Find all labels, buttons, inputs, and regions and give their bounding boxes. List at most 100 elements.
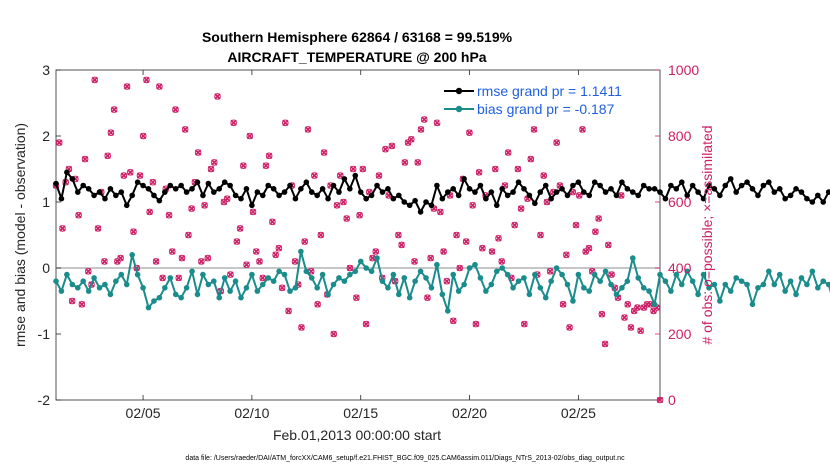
bias-point (167, 275, 174, 281)
bias-point (477, 275, 484, 281)
bias-point (662, 278, 669, 285)
obs-assimilated-point (269, 218, 276, 225)
bias-point (738, 278, 745, 285)
rmse-point (504, 192, 511, 199)
obs-assimilated-point (240, 162, 247, 169)
obs-assimilated-point (282, 119, 289, 126)
obs-possible-point (110, 106, 118, 113)
bias-point (711, 281, 718, 288)
obs-possible-point (55, 139, 63, 146)
obs-possible-point (372, 248, 380, 255)
obs-possible-point (472, 320, 480, 328)
bias-point (249, 271, 255, 278)
obs-possible-point (634, 304, 641, 311)
rmse-point (314, 192, 320, 199)
rmse-point (738, 182, 745, 189)
rmse-point (374, 182, 380, 189)
rmse-point (330, 182, 337, 189)
bias-point (412, 278, 418, 285)
obs-possible-point (601, 340, 609, 348)
rmse-point (390, 195, 397, 202)
obs-possible-point (353, 294, 360, 302)
obs-assimilated-point (417, 126, 425, 133)
bias-point (151, 298, 157, 304)
rmse-point (434, 182, 440, 189)
x-tick-label: 02/25 (561, 405, 596, 421)
obs-possible-point (537, 231, 544, 239)
rmse-point (488, 189, 495, 195)
obs-possible-point (340, 198, 347, 206)
x-tick-label: 02/10 (234, 405, 269, 421)
bias-point (74, 285, 81, 291)
rmse-point (53, 180, 59, 187)
obs-possible-point (491, 165, 499, 173)
bias-point (227, 288, 233, 294)
obs-possible-point (395, 231, 402, 239)
obs-possible-point (149, 178, 157, 186)
bias-point (211, 278, 217, 285)
obs-assimilated-point (304, 126, 312, 133)
bias-point (385, 285, 391, 291)
bias-point (134, 271, 141, 278)
bias-point (684, 268, 691, 275)
rmse-point (450, 186, 457, 192)
bias-point (602, 268, 609, 275)
obs-possible-point (592, 228, 599, 235)
obs-assimilated-point (266, 152, 273, 159)
plot-area (55, 69, 661, 401)
rmse-point (113, 192, 119, 199)
obs-assimilated-point (85, 268, 92, 275)
rmse-point (537, 189, 544, 195)
bias-point (172, 291, 179, 298)
obs-possible-point (624, 301, 632, 308)
y-left-tick-label: -2 (38, 392, 51, 408)
rmse-point (472, 189, 478, 195)
bias-point (537, 285, 544, 291)
bias-point (298, 248, 304, 255)
obs-assimilated-point (469, 202, 476, 209)
rmse-point (684, 192, 691, 199)
obs-possible-point (333, 202, 341, 209)
obs-assimilated-point (59, 225, 66, 232)
obs-possible-point (424, 294, 431, 302)
obs-possible-point (317, 231, 325, 239)
bias-point (390, 271, 397, 278)
rmse-point (749, 186, 756, 192)
obs-assimilated-point (647, 301, 654, 308)
x-tick-label: 02/05 (126, 405, 161, 421)
rmse-point (515, 179, 522, 185)
obs-possible-point (475, 169, 483, 176)
obs-assimilated-point (91, 76, 98, 84)
obs-assimilated-point (408, 136, 415, 143)
bias-point (102, 281, 108, 288)
obs-assimilated-point (372, 248, 379, 255)
rmse-point (205, 180, 212, 187)
obs-possible-point (207, 165, 215, 173)
obs-possible-point (517, 205, 525, 212)
bias-point (510, 285, 516, 291)
rmse-point (678, 179, 685, 185)
rmse-point (613, 192, 620, 199)
bias-point (347, 271, 353, 278)
obs-assimilated-point (314, 301, 321, 308)
obs-assimilated-point (311, 172, 318, 179)
bias-point (308, 275, 315, 281)
obs-possible-point (272, 251, 279, 259)
rmse-point (107, 186, 114, 192)
rmse-point (254, 189, 261, 195)
rmse-point (200, 192, 206, 199)
legend-bias-label: bias grand pr = -0.187 (477, 101, 615, 117)
bias-point (504, 271, 511, 278)
bias-point (319, 271, 326, 278)
bias-point (107, 291, 114, 298)
obs-possible-point (91, 76, 99, 84)
obs-assimilated-point (78, 301, 86, 308)
obs-possible-point (123, 83, 131, 90)
obs-assimilated-point (127, 169, 134, 176)
bias-point (287, 288, 293, 294)
rmse-point (804, 195, 810, 202)
bias-point (145, 304, 152, 311)
obs-assimilated-point (278, 284, 286, 291)
obs-possible-point (543, 198, 551, 206)
